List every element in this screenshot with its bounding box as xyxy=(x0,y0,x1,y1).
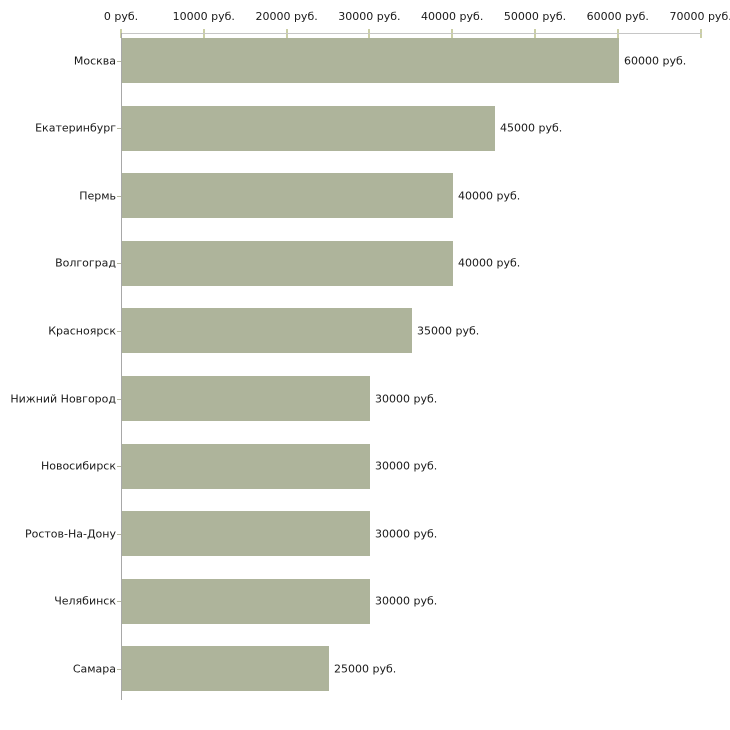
bar-10 xyxy=(122,646,329,692)
value-label: 30000 руб. xyxy=(375,459,438,473)
value-label: 30000 руб. xyxy=(375,392,438,405)
bar-9 xyxy=(122,578,370,624)
category-label: Самара xyxy=(72,662,116,676)
bar-2 xyxy=(122,105,495,151)
y-axis-tick-mark xyxy=(117,601,121,602)
y-axis-tick-mark xyxy=(117,466,121,467)
x-axis-line xyxy=(121,33,702,34)
y-axis-tick-mark xyxy=(117,534,121,535)
y-axis-tick-mark xyxy=(117,263,121,264)
bar-6 xyxy=(122,376,370,421)
y-axis-tick-mark xyxy=(117,196,121,197)
category-label: Красноярск xyxy=(48,324,116,338)
value-label: 30000 руб. xyxy=(375,527,438,541)
y-axis-line xyxy=(121,33,122,700)
value-label: 25000 руб. xyxy=(334,662,397,676)
category-label: Пермь xyxy=(79,189,116,203)
category-label: Нижний Новгород xyxy=(10,392,116,405)
value-label: 45000 руб. xyxy=(500,121,563,135)
value-label: 35000 руб. xyxy=(417,324,480,338)
category-label: Екатеринбург xyxy=(35,121,116,135)
y-axis-tick-mark xyxy=(117,399,121,400)
y-axis-tick-mark xyxy=(117,331,121,332)
y-axis-tick-mark xyxy=(117,128,121,129)
x-axis-tick-label: 50000 руб. xyxy=(503,10,567,23)
x-axis-tick-label: 40000 руб. xyxy=(421,10,484,23)
y-axis-tick-mark xyxy=(117,669,121,670)
category-label: Волгоград xyxy=(55,256,116,270)
bar-3 xyxy=(122,173,453,219)
x-axis-tick-label: 70000 руб. xyxy=(669,10,730,23)
bar-5 xyxy=(122,308,412,354)
x-axis-tick-label: 10000 руб. xyxy=(172,10,235,23)
category-label: Новосибирск xyxy=(40,459,116,473)
x-axis-tick-label: 20000 руб. xyxy=(255,10,318,23)
bar-4 xyxy=(122,240,453,286)
category-label: Ростов-На-Дону xyxy=(24,527,116,541)
x-axis-tick-label: 0 руб. xyxy=(103,10,139,23)
bar-1 xyxy=(122,38,619,83)
value-label: 30000 руб. xyxy=(375,594,438,608)
y-axis-tick-mark xyxy=(117,61,121,62)
x-axis-tick-label: 60000 руб. xyxy=(586,10,649,23)
bar-8 xyxy=(122,511,370,557)
category-label: Москва xyxy=(73,54,116,67)
category-label: Челябинск xyxy=(54,594,116,608)
bar-7 xyxy=(122,443,370,489)
value-label: 40000 руб. xyxy=(458,189,521,203)
value-label: 40000 руб. xyxy=(458,256,521,270)
value-label: 60000 руб. xyxy=(624,54,687,67)
x-axis-tick-label: 30000 руб. xyxy=(338,10,401,23)
